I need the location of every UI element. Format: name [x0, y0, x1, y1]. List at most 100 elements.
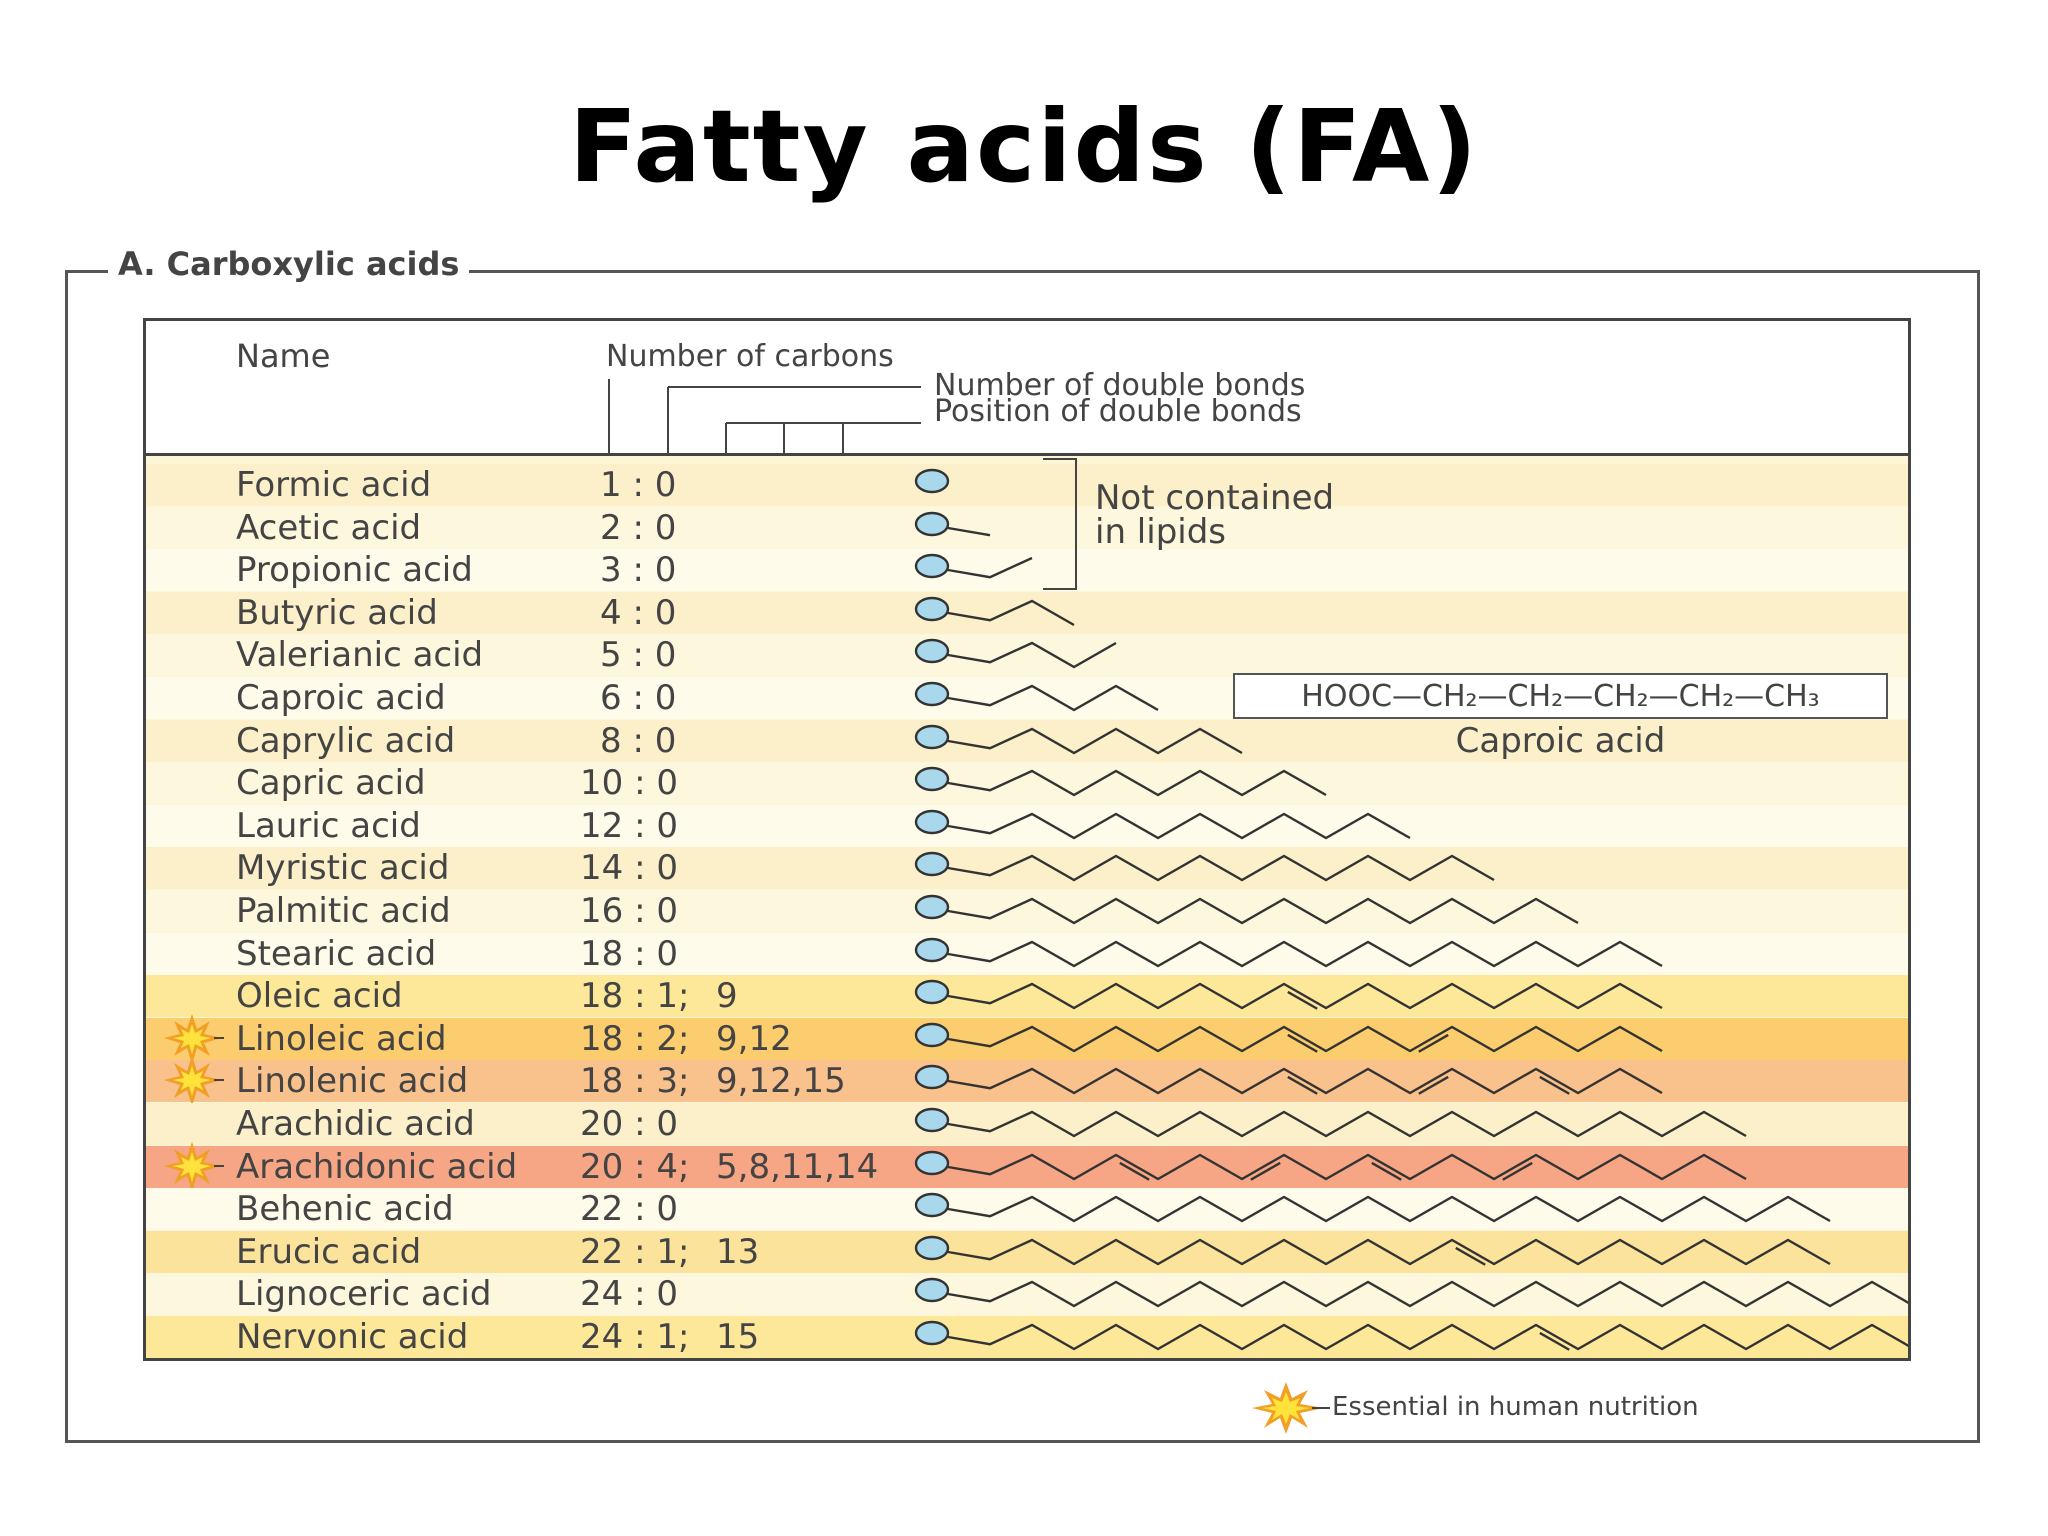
- caproic-formula-box: HOOC—CH₂—CH₂—CH₂—CH₂—CH₃: [1233, 673, 1888, 719]
- header-carbons: Number of carbons: [606, 339, 894, 374]
- acid-row: Acetic acid 2 : 0: [146, 506, 1908, 549]
- acid-row: Nervonic acid 24 : 1; 15: [146, 1316, 1908, 1358]
- acid-code: 16 : 0: [580, 891, 678, 931]
- acid-code: 1 : 0: [600, 465, 677, 505]
- acid-code: 24 : 0: [580, 1274, 678, 1315]
- figure-frame: [65, 270, 1980, 1443]
- acid-code: 20 : 0: [580, 1104, 678, 1144]
- acid-code: 22 : 0: [580, 1189, 678, 1230]
- acid-row: Linoleic acid 18 : 2; 9,12: [146, 1013, 1908, 1064]
- skeletal-formula: [914, 766, 1327, 797]
- acid-name: Palmitic acid: [236, 891, 451, 931]
- table-header: Name Number of carbons Number of double …: [146, 321, 1908, 456]
- header-positions: Position of double bonds: [934, 394, 1302, 429]
- acid-code: 6 : 0: [600, 678, 677, 718]
- acid-code: 10 : 0: [580, 763, 678, 804]
- acid-name: Arachidonic acid: [236, 1146, 518, 1187]
- skeletal-formula: [914, 852, 1495, 882]
- double-bond-positions: 9,12,15: [716, 1061, 846, 1102]
- skeletal-formula: [914, 681, 1159, 712]
- skeletal-formula: [914, 979, 1663, 1010]
- acid-name: Lauric acid: [236, 805, 421, 846]
- skeletal-formula: [914, 596, 1075, 626]
- acid-code: 3 : 0: [600, 550, 677, 591]
- acid-code: 18 : 1;: [580, 976, 690, 1017]
- acid-name: Erucic acid: [236, 1231, 422, 1272]
- acid-name: Butyric acid: [236, 592, 438, 633]
- acid-name: Formic acid: [236, 465, 432, 505]
- skeletal-formula: [914, 1192, 1831, 1223]
- double-bond-positions: 15: [716, 1317, 760, 1357]
- skeletal-formula: [914, 511, 991, 536]
- skeletal-formula: [914, 937, 1663, 967]
- skeletal-formula: [914, 809, 1411, 840]
- acid-row: Arachidonic acid 20 : 4; 5,8,11,14: [146, 1141, 1908, 1192]
- acid-code: 12 : 0: [580, 805, 678, 846]
- acid-row: Linolenic acid 18 : 3; 9,12,15: [146, 1056, 1908, 1107]
- acid-code: 22 : 1;: [580, 1231, 690, 1272]
- skeletal-formula: [914, 1150, 1747, 1181]
- acid-name: Capric acid: [236, 763, 426, 804]
- acid-code: 14 : 0: [580, 848, 678, 889]
- acid-row: Capric acid 10 : 0: [146, 762, 1908, 805]
- legend-text: Essential in human nutrition: [1332, 1392, 1699, 1422]
- acid-name: Stearic acid: [236, 933, 437, 974]
- skeletal-formula: [914, 1278, 1908, 1308]
- acid-row: Palmitic acid 16 : 0: [146, 890, 1908, 932]
- bracket-note-line2: in lipids: [1095, 512, 1227, 552]
- acid-code: 18 : 3;: [580, 1061, 690, 1102]
- section-label: A. Carboxylic acids: [108, 245, 470, 283]
- acid-code: 4 : 0: [600, 592, 677, 633]
- acid-name: Linolenic acid: [236, 1061, 469, 1102]
- acid-name: Myristic acid: [236, 848, 450, 889]
- acid-row: Stearic acid 18 : 0: [146, 932, 1908, 975]
- acid-row: Lauric acid 12 : 0: [146, 804, 1908, 847]
- skeletal-formula: [914, 553, 1033, 579]
- acid-name: Lignoceric acid: [236, 1274, 492, 1315]
- acid-name: Caproic acid: [236, 678, 446, 718]
- header-guide-lines: [608, 379, 921, 453]
- acid-name: Valerianic acid: [236, 635, 484, 676]
- acid-code: 5 : 0: [600, 635, 677, 676]
- double-bond-positions: 5,8,11,14: [716, 1146, 879, 1187]
- bracket-note-line1: Not contained: [1095, 478, 1335, 518]
- acid-code: 2 : 0: [600, 507, 677, 548]
- acid-code: 24 : 1;: [580, 1317, 690, 1357]
- acid-name: Acetic acid: [236, 507, 422, 548]
- acid-code: 18 : 0: [580, 933, 678, 974]
- double-bond-positions: 9,12: [716, 1018, 792, 1059]
- header-name: Name: [236, 337, 331, 375]
- skeletal-formula: [914, 894, 1579, 925]
- acid-name: Nervonic acid: [236, 1317, 469, 1357]
- skeletal-formula: [914, 724, 1243, 754]
- skeletal-formula: [914, 1065, 1663, 1096]
- header-double-bonds: Number of double bonds: [934, 368, 1306, 403]
- not-in-lipids-note: Not contained in lipids: [1095, 481, 1334, 549]
- skeletal-formula: [914, 639, 1117, 669]
- fatty-acid-table: Name Number of carbons Number of double …: [143, 318, 1911, 1361]
- essential-star-icon: [164, 1141, 224, 1192]
- caproic-formula-label: Caproic acid: [1455, 721, 1666, 761]
- essential-star-icon: [164, 1013, 224, 1064]
- acid-row: Propionic acid 3 : 0: [146, 549, 1908, 592]
- not-in-lipids-bracket: [1043, 458, 1077, 590]
- acid-name: Caprylic acid: [236, 720, 456, 761]
- skeletal-formula: [914, 468, 950, 494]
- double-bond-positions: 13: [716, 1231, 760, 1272]
- acid-row: Arachidic acid 20 : 0: [146, 1103, 1908, 1145]
- acid-name: Behenic acid: [236, 1189, 454, 1230]
- skeletal-formula: [914, 1320, 1908, 1351]
- acid-row: Behenic acid 22 : 0: [146, 1188, 1908, 1231]
- acid-name: Propionic acid: [236, 550, 473, 591]
- acid-row: Oleic acid 18 : 1; 9: [146, 975, 1908, 1018]
- slide-title: Fatty acids (FA): [568, 88, 1480, 205]
- skeletal-formula: [914, 1235, 1831, 1266]
- acid-row: Lignoceric acid 24 : 0: [146, 1273, 1908, 1316]
- acid-row: Caprylic acid 8 : 0: [146, 719, 1908, 762]
- acid-code: 20 : 4;: [580, 1146, 690, 1187]
- essential-star-icon: [1252, 1382, 1330, 1434]
- acid-row: Myristic acid 14 : 0: [146, 847, 1908, 890]
- skeletal-formula: [914, 1022, 1663, 1053]
- acid-row: Formic acid 1 : 0: [146, 464, 1908, 506]
- skeletal-formula: [914, 1107, 1747, 1138]
